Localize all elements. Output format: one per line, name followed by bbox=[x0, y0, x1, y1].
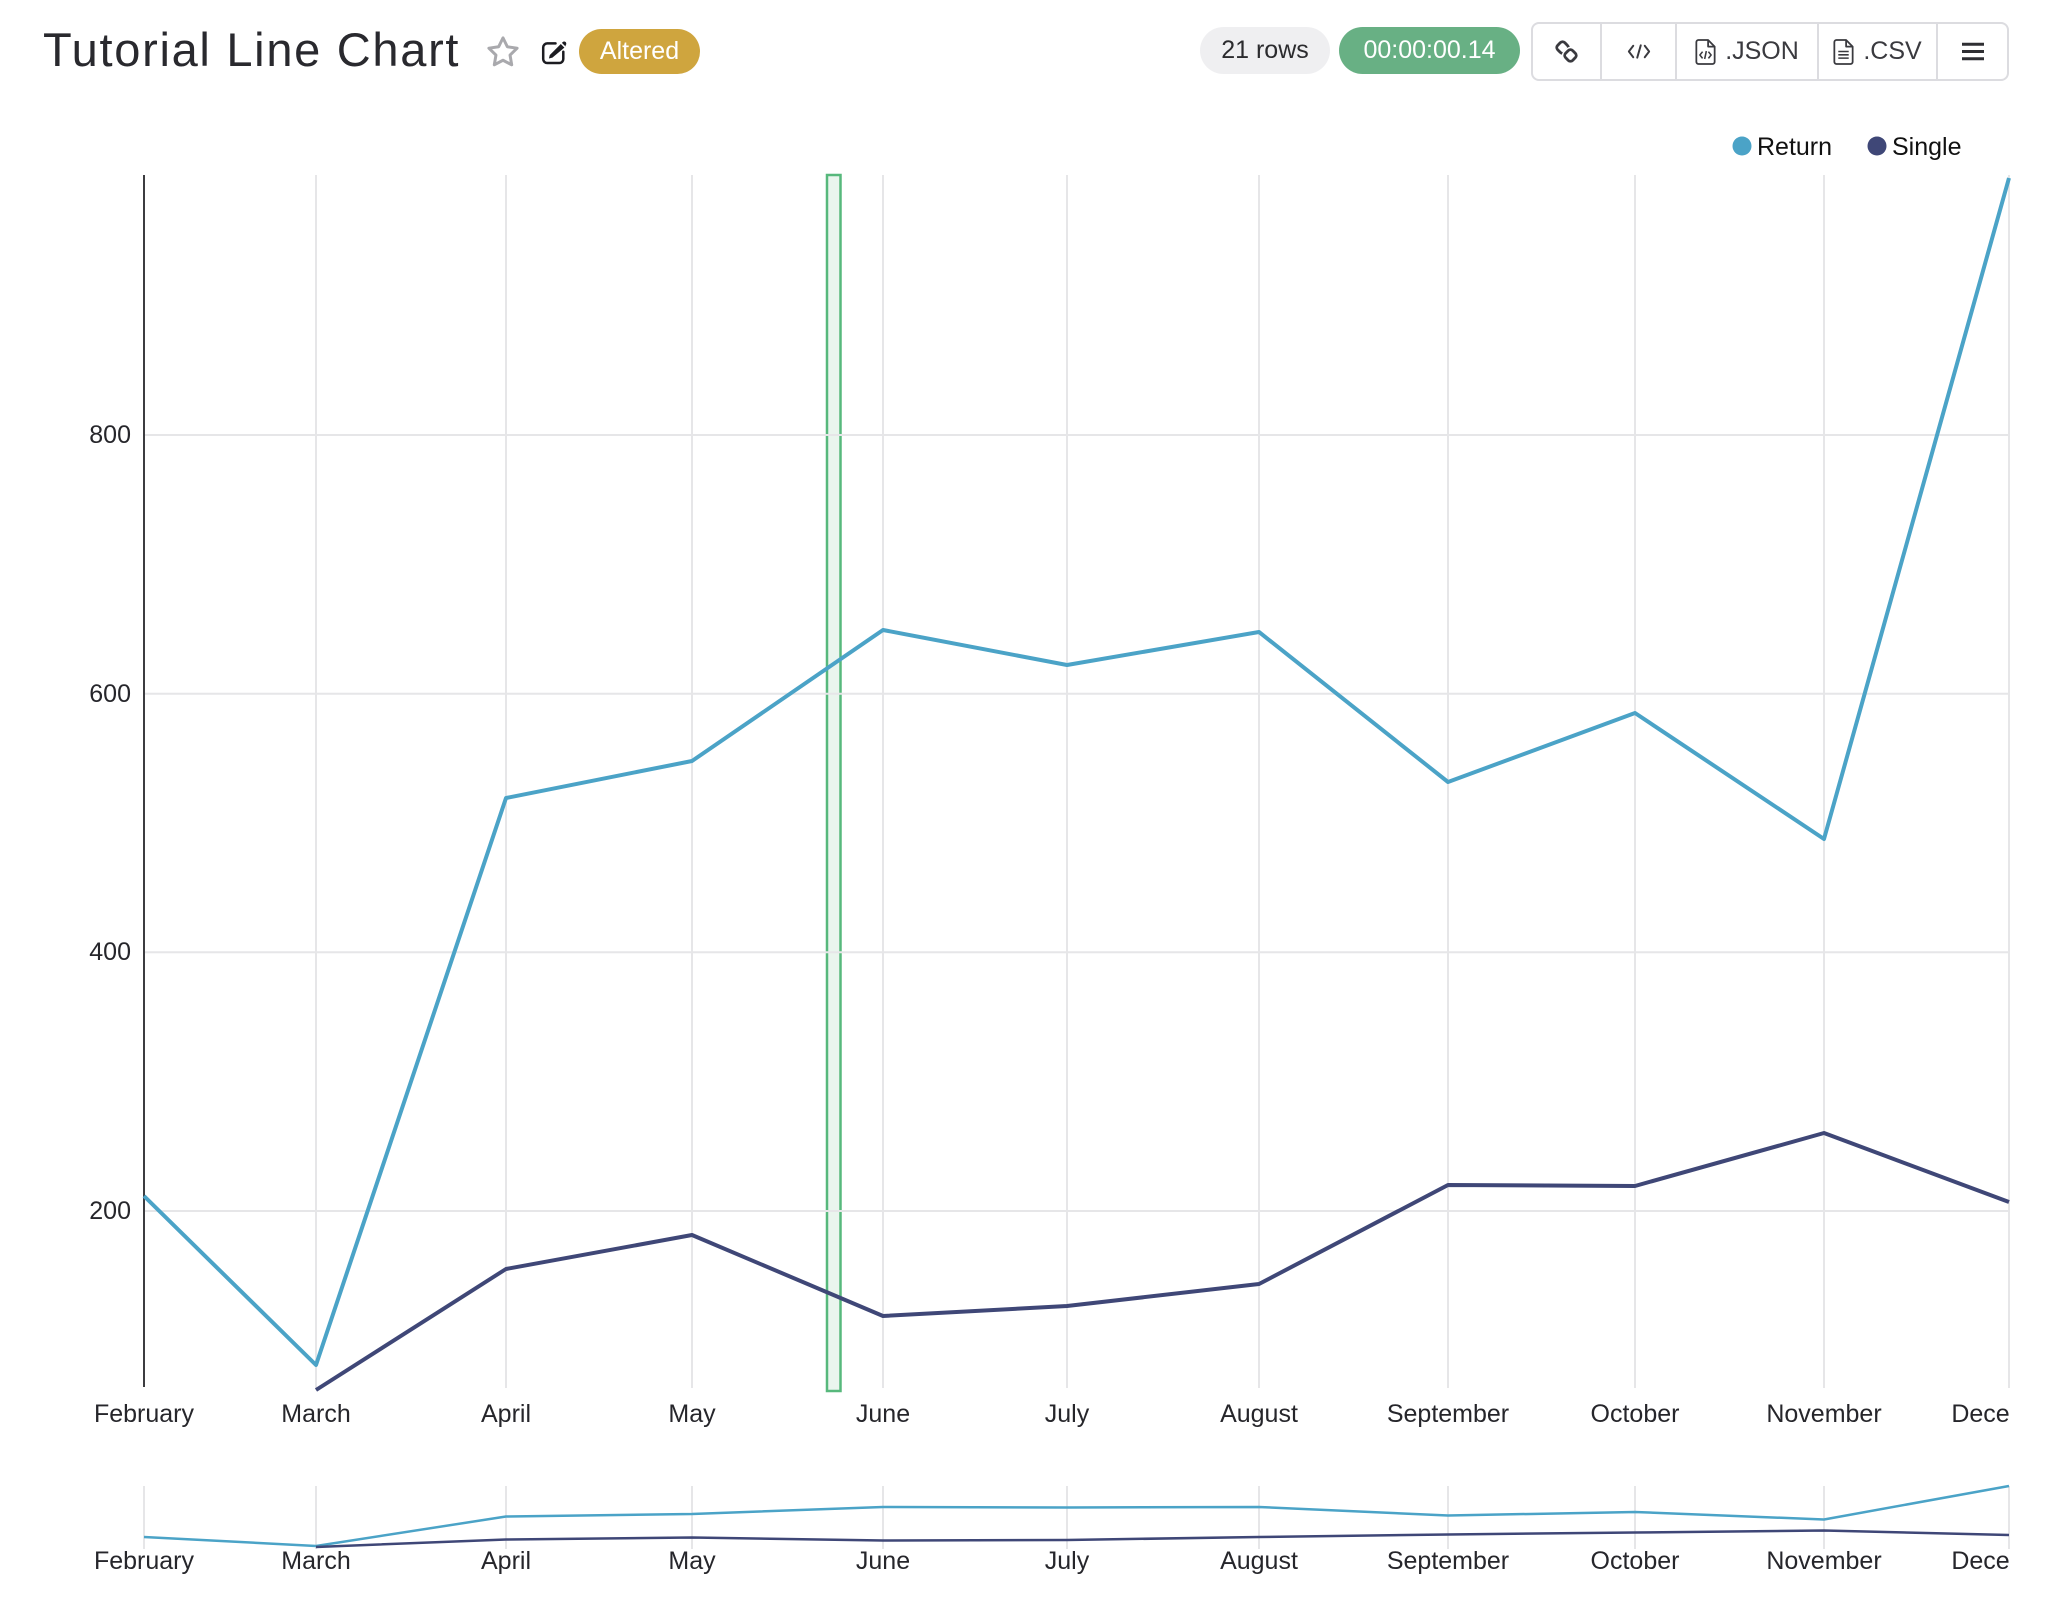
svg-text:July: July bbox=[1045, 1547, 1090, 1575]
svg-text:Return: Return bbox=[1757, 133, 1832, 161]
svg-text:May: May bbox=[668, 1547, 716, 1575]
svg-text:200: 200 bbox=[89, 1197, 131, 1225]
svg-text:March: March bbox=[281, 1547, 350, 1575]
svg-text:Single: Single bbox=[1892, 133, 1962, 161]
svg-text:September: September bbox=[1387, 1547, 1509, 1575]
svg-text:February: February bbox=[94, 1400, 195, 1428]
svg-text:August: August bbox=[1220, 1547, 1298, 1575]
svg-text:October: October bbox=[1591, 1547, 1680, 1575]
svg-text:July: July bbox=[1045, 1400, 1090, 1428]
svg-text:April: April bbox=[481, 1400, 531, 1428]
svg-text:400: 400 bbox=[89, 938, 131, 966]
svg-text:September: September bbox=[1387, 1400, 1509, 1428]
svg-text:December: December bbox=[1951, 1547, 2050, 1575]
svg-text:April: April bbox=[481, 1547, 531, 1575]
svg-text:October: October bbox=[1591, 1400, 1680, 1428]
svg-text:August: August bbox=[1220, 1400, 1298, 1428]
svg-text:November: November bbox=[1766, 1547, 1881, 1575]
svg-text:March: March bbox=[281, 1400, 350, 1428]
svg-text:800: 800 bbox=[89, 421, 131, 449]
svg-text:November: November bbox=[1766, 1400, 1881, 1428]
svg-text:December: December bbox=[1951, 1400, 2050, 1428]
svg-text:600: 600 bbox=[89, 680, 131, 708]
svg-text:June: June bbox=[856, 1547, 910, 1575]
svg-text:May: May bbox=[668, 1400, 716, 1428]
svg-text:February: February bbox=[94, 1547, 195, 1575]
svg-text:June: June bbox=[856, 1400, 910, 1428]
